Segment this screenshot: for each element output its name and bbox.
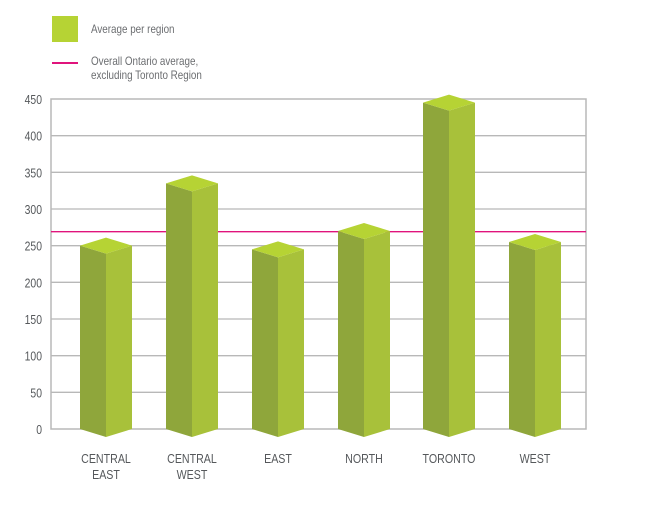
bar-right-face [364, 231, 390, 437]
bar-right-face [449, 102, 475, 438]
legend-label-line-1: Overall Ontario average, [91, 54, 199, 68]
bar-left-face [423, 102, 449, 438]
bar-right-face [192, 183, 218, 437]
bar-right-face [535, 242, 561, 437]
y-tick-label: 400 [25, 130, 43, 144]
bar-top-face [252, 241, 304, 258]
bar-top-face [80, 237, 132, 254]
legend-swatch-bar [52, 16, 78, 42]
x-category-label: NORTH [345, 451, 383, 466]
bar-top-face [338, 223, 390, 239]
y-tick-label: 50 [30, 386, 42, 400]
bar-top-face [166, 175, 218, 192]
y-tick-label: 450 [25, 93, 43, 107]
x-category-label: TORONTO [423, 451, 476, 466]
bar-right-face [278, 249, 304, 437]
y-tick-label: 300 [25, 203, 43, 217]
bar-left-face [166, 183, 192, 437]
legend-label-bar: Average per region [91, 22, 175, 36]
x-category-label: CENTRAL [81, 451, 131, 466]
plot-frame [50, 98, 587, 430]
legend-swatch-line [52, 62, 78, 64]
x-category-label: EAST [264, 451, 292, 466]
x-category-label: WEST [177, 467, 208, 482]
y-tick-label: 250 [25, 240, 43, 254]
y-tick-label: 100 [25, 350, 43, 364]
y-tick-label: 350 [25, 166, 43, 180]
bar-top-face [423, 94, 475, 111]
legend-label-line-2: excluding Toronto Region [91, 68, 202, 82]
x-category-label: EAST [92, 467, 120, 482]
bar-right-face [106, 245, 132, 437]
bar-left-face [509, 242, 535, 437]
x-category-label: CENTRAL [167, 451, 217, 466]
bar-left-face [80, 245, 106, 437]
bar-top-face [509, 234, 561, 250]
x-category-label: WEST [520, 451, 551, 466]
y-tick-label: 0 [36, 423, 42, 437]
bar-left-face [338, 231, 364, 437]
y-tick-label: 150 [25, 313, 43, 327]
y-tick-label: 200 [25, 276, 43, 290]
bar-left-face [252, 249, 278, 437]
